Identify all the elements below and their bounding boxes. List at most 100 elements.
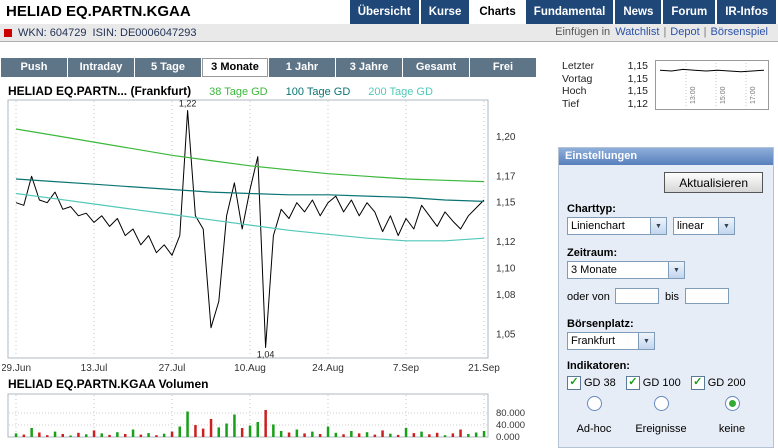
legend-200-tage-gd: 200 Tage GD — [368, 86, 433, 98]
radio-keine[interactable]: keine — [699, 396, 765, 435]
radio-label: Ereignisse — [635, 423, 687, 435]
svg-text:10.Aug: 10.Aug — [234, 363, 266, 374]
period-tab-1-jahr[interactable]: 1 Jahr — [269, 58, 335, 77]
page-title: HELIAD EQ.PARTN.KGAA — [6, 3, 191, 20]
chart-legend: HELIAD EQ.PARTN... (Frankfurt) 38 Tage G… — [8, 84, 433, 98]
radio-label: keine — [718, 423, 746, 435]
period-tab-frei[interactable]: Frei — [470, 58, 536, 77]
settings-title: Einstellungen — [559, 148, 773, 165]
charttype-label: Charttyp: — [567, 203, 616, 215]
scale-select[interactable]: linear ▼ — [673, 217, 735, 235]
svg-text:17:00: 17:00 — [750, 86, 757, 104]
refresh-button[interactable]: Aktualisieren — [664, 172, 763, 193]
link-watchlist[interactable]: Watchlist — [615, 26, 660, 38]
radio-ad-hoc[interactable]: Ad-hoc — [565, 396, 623, 435]
header: HELIAD EQ.PARTN.KGAA Übersicht Kurse Chart… — [0, 0, 778, 24]
indikatoren-label: Indikatoren: — [567, 360, 630, 372]
svg-text:24.Aug: 24.Aug — [312, 363, 344, 374]
checkbox-box-icon[interactable]: ✓ — [625, 376, 640, 390]
quote-value: 1,15 — [627, 72, 648, 85]
tab-fundamental[interactable]: Fundamental — [525, 0, 614, 24]
period-tab-gesamt[interactable]: Gesamt — [403, 58, 469, 77]
period-tab-5-tage[interactable]: 5 Tage — [135, 58, 201, 77]
zeitraum-select[interactable]: 3 Monate ▼ — [567, 261, 685, 279]
chart-title: HELIAD EQ.PARTN... (Frankfurt) — [8, 84, 192, 98]
charttype-select[interactable]: Linienchart ▼ — [567, 217, 667, 235]
legend-100-tage-gd: 100 Tage GD — [285, 86, 351, 98]
tab-charts[interactable]: Charts — [471, 0, 524, 24]
svg-text:40.000: 40.000 — [496, 420, 525, 431]
radio-circle-icon[interactable] — [586, 396, 602, 411]
von-input[interactable] — [615, 288, 659, 304]
boersenplatz-label: Börsenplatz: — [567, 318, 634, 330]
svg-text:13.Jul: 13.Jul — [81, 363, 108, 374]
svg-text:1,20: 1,20 — [496, 132, 516, 143]
volume-title: HELIAD EQ.PARTN.KGAA Volumen — [8, 377, 209, 391]
chevron-down-icon: ▼ — [668, 262, 684, 278]
settings-panel: Einstellungen Aktualisieren Charttyp: Li… — [558, 147, 774, 448]
svg-text:1,05: 1,05 — [496, 329, 516, 340]
tab-ir-infos[interactable]: IR-Infos — [717, 0, 776, 24]
tab-news[interactable]: News — [615, 0, 662, 24]
svg-text:21.Sep: 21.Sep — [468, 363, 500, 374]
svg-text:27.Jul: 27.Jul — [159, 363, 186, 374]
period-tab-push[interactable]: Push — [1, 58, 67, 77]
watchlist-links: Einfügen in Watchlist | Depot | Börsenspiel — [555, 24, 770, 41]
links-prefix: Einfügen in — [555, 26, 614, 38]
radio-circle-icon[interactable] — [724, 396, 740, 411]
svg-text:29.Jun: 29.Jun — [2, 363, 31, 374]
svg-text:13:00: 13:00 — [690, 86, 697, 104]
tab-kurse[interactable]: Kurse — [420, 0, 470, 24]
chevron-down-icon: ▼ — [638, 333, 654, 349]
svg-text:80.000: 80.000 — [496, 408, 525, 419]
indicator-checkboxes: ✓ GD 38 ✓ GD 100 ✓ GD 200 — [567, 376, 746, 390]
oder-von-label: oder von — [567, 291, 610, 303]
quote-row-vortag: Vortag 1,15 — [560, 73, 648, 86]
period-tab-intraday[interactable]: Intraday — [68, 58, 134, 77]
svg-text:1,17: 1,17 — [496, 171, 516, 182]
quote-value: 1,12 — [627, 97, 648, 110]
spark-chart: 13:00 15:00 17:00 — [659, 63, 765, 106]
boersenplatz-select[interactable]: Frankfurt ▼ — [567, 332, 655, 350]
link-boersenspiel[interactable]: Börsenspiel — [710, 26, 768, 38]
event-radios: Ad-hoc Ereignisse keine — [565, 396, 765, 435]
chevron-down-icon: ▼ — [718, 218, 734, 234]
svg-text:1,04: 1,04 — [257, 349, 275, 359]
isin-label: ISIN: — [92, 26, 117, 39]
checkbox-gd-100[interactable]: ✓ GD 100 — [625, 376, 681, 390]
checkbox-box-icon[interactable]: ✓ — [690, 376, 705, 390]
quote-label: Hoch — [562, 85, 587, 97]
quote-label: Letzter — [562, 60, 595, 72]
checkbox-gd-200[interactable]: ✓ GD 200 — [690, 376, 746, 390]
subheader: WKN: 604729 ISIN: DE0006047293 Einfügen … — [0, 24, 778, 42]
period-tab-3-monate[interactable]: 3 Monate — [202, 58, 268, 77]
svg-text:1,15: 1,15 — [496, 198, 516, 209]
link-separator: | — [663, 26, 667, 38]
svg-text:1,08: 1,08 — [496, 290, 516, 301]
legend-38-tage-gd: 38 Tage GD — [209, 86, 268, 98]
checkbox-gd-38[interactable]: ✓ GD 38 — [567, 376, 616, 390]
svg-text:15:00: 15:00 — [720, 86, 727, 104]
tab-uebersicht[interactable]: Übersicht — [349, 0, 419, 24]
svg-text:1,22: 1,22 — [179, 99, 197, 109]
checkbox-label: GD 100 — [642, 377, 681, 389]
wkn-label: WKN: — [18, 26, 47, 39]
svg-text:7.Sep: 7.Sep — [393, 363, 420, 374]
radio-label: Ad-hoc — [576, 423, 612, 435]
checkbox-label: GD 200 — [707, 377, 746, 389]
period-tab-3-jahre[interactable]: 3 Jahre — [336, 58, 402, 77]
quote-value: 1,15 — [627, 85, 648, 97]
quote-label: Vortag — [562, 72, 593, 85]
quote-value: 1,15 — [627, 60, 648, 72]
intraday-sparkline: 13:00 15:00 17:00 — [655, 60, 769, 110]
svg-text:1,10: 1,10 — [496, 263, 516, 274]
link-depot[interactable]: Depot — [670, 26, 700, 38]
radio-circle-icon[interactable] — [653, 396, 669, 411]
zeitraum-label: Zeitraum: — [567, 247, 618, 259]
radio-ereignisse[interactable]: Ereignisse — [623, 396, 699, 435]
price-chart: 29.Jun 13.Jul 27.Jul 10.Aug 24.Aug 7.Sep 21.Se… — [2, 99, 516, 374]
checkbox-box-icon[interactable]: ✓ — [567, 376, 581, 390]
bis-input[interactable] — [685, 288, 729, 304]
tab-forum[interactable]: Forum — [663, 0, 716, 24]
